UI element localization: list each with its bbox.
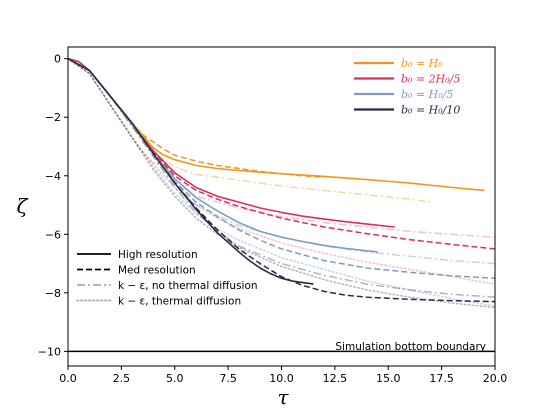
series-line-11 (68, 57, 495, 307)
series-line-2 (68, 58, 432, 203)
legend-label: b₀ = 2H₀/5 (401, 73, 460, 86)
series-line-7 (68, 57, 495, 285)
x-tick-label: 10.0 (269, 372, 294, 385)
legend-style-label: k − ε, no thermal diffusion (118, 280, 258, 292)
legend-label: b₀ = H₀/10 (401, 104, 460, 117)
boundary-annotation: Simulation bottom boundary (335, 341, 486, 353)
y-axis-label: ζ (17, 194, 29, 218)
series-line-12 (68, 57, 314, 285)
x-tick-label: 15.0 (376, 372, 401, 385)
legend-style-label: k − ε, thermal diffusion (118, 296, 241, 308)
legend-label: b₀ = H₀ (401, 57, 443, 70)
series-line-4 (68, 57, 395, 228)
y-tick-label: −6 (45, 228, 61, 241)
y-tick-label: 0 (54, 53, 61, 66)
x-tick-label: 12.5 (323, 372, 348, 385)
legend-label: b₀ = H₀/5 (401, 88, 453, 101)
x-tick-label: 20.0 (483, 372, 508, 385)
legend-styles: High resolution Med resolution k − ε, no t… (76, 249, 258, 308)
series-line-15 (68, 57, 495, 309)
x-tick-label: 2.5 (113, 372, 131, 385)
y-tick-label: −2 (45, 111, 61, 124)
legend-style-label: High resolution (118, 249, 198, 261)
series-line-8 (68, 57, 378, 253)
series-line-3 (68, 57, 176, 171)
x-tick-label: 7.5 (219, 372, 237, 385)
x-tick-label: 5.0 (166, 372, 184, 385)
x-tick-label: 17.5 (429, 372, 454, 385)
y-tick-label: −10 (38, 345, 61, 358)
x-tick-label: 0.0 (59, 372, 77, 385)
plot-area (68, 57, 495, 353)
axes: 0.0 2.5 5.0 7.5 10.0 12.5 15.0 17.5 20.0 0 −2 −4 −6 −… (38, 46, 508, 385)
y-tick-label: −8 (45, 287, 61, 300)
series-line-1 (68, 57, 325, 178)
x-axis-label: τ (277, 385, 289, 409)
y-tick-label: −4 (45, 170, 61, 183)
legend-cases: b₀ = H₀ b₀ = 2H₀/5 b₀ = H₀/5 b₀ = H₀/10 (354, 57, 460, 117)
legend-style-label: Med resolution (118, 265, 196, 277)
